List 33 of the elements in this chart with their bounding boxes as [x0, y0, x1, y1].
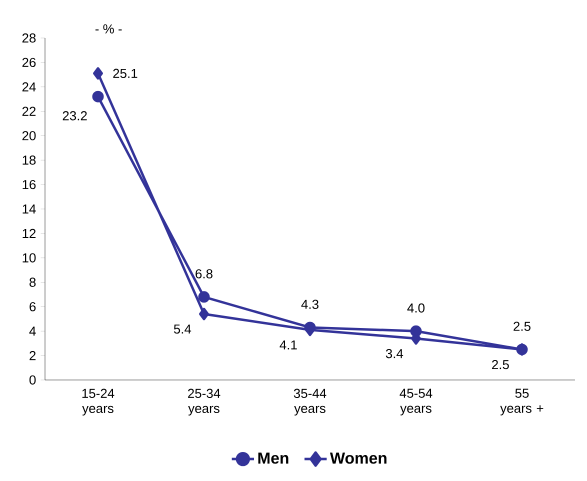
x-tick-label: 25-34 years: [188, 388, 220, 416]
y-tick-label: 28: [22, 33, 36, 43]
x-tick-label: 55 years +: [500, 388, 544, 416]
y-tick-label: 16: [22, 180, 36, 190]
y-tick-label: 20: [22, 131, 36, 140]
data-label: 5.4: [174, 324, 192, 334]
data-label: 25.1: [113, 68, 138, 78]
y-tick-label: 12: [22, 228, 36, 238]
legend-label: Women: [330, 452, 386, 464]
y-tick-label: 4: [29, 326, 36, 336]
y-tick-label: 14: [22, 204, 36, 214]
y-tick-label: 6: [30, 302, 36, 312]
data-label: 4.0: [407, 303, 425, 313]
y-tick-label: 24: [22, 82, 36, 92]
data-label: 4.1: [280, 340, 297, 350]
data-label: 23.2: [62, 111, 87, 120]
x-tick-label: 35-44 years: [294, 388, 326, 416]
y-tick-label: 26: [22, 58, 36, 68]
x-tick-label: 15-24 years: [82, 388, 114, 416]
data-label: 6.8: [196, 269, 212, 278]
data-label: 2.5: [514, 322, 530, 331]
y-tick-label: 10: [22, 253, 36, 262]
y-tick-label: 0: [29, 375, 36, 385]
y-tick-label: 2: [30, 351, 36, 360]
data-label: 2.5: [492, 360, 509, 370]
y-tick-label: 8: [30, 278, 36, 287]
data-label: 3.4: [386, 348, 404, 358]
x-tick-label: 45-54 years: [400, 388, 432, 416]
y-tick-label: 18: [22, 156, 36, 165]
y-axis-title: - % -: [95, 24, 122, 34]
y-tick-label: 22: [22, 106, 36, 116]
legend-label: Men: [258, 452, 288, 464]
data-label: 4.3: [301, 300, 318, 309]
